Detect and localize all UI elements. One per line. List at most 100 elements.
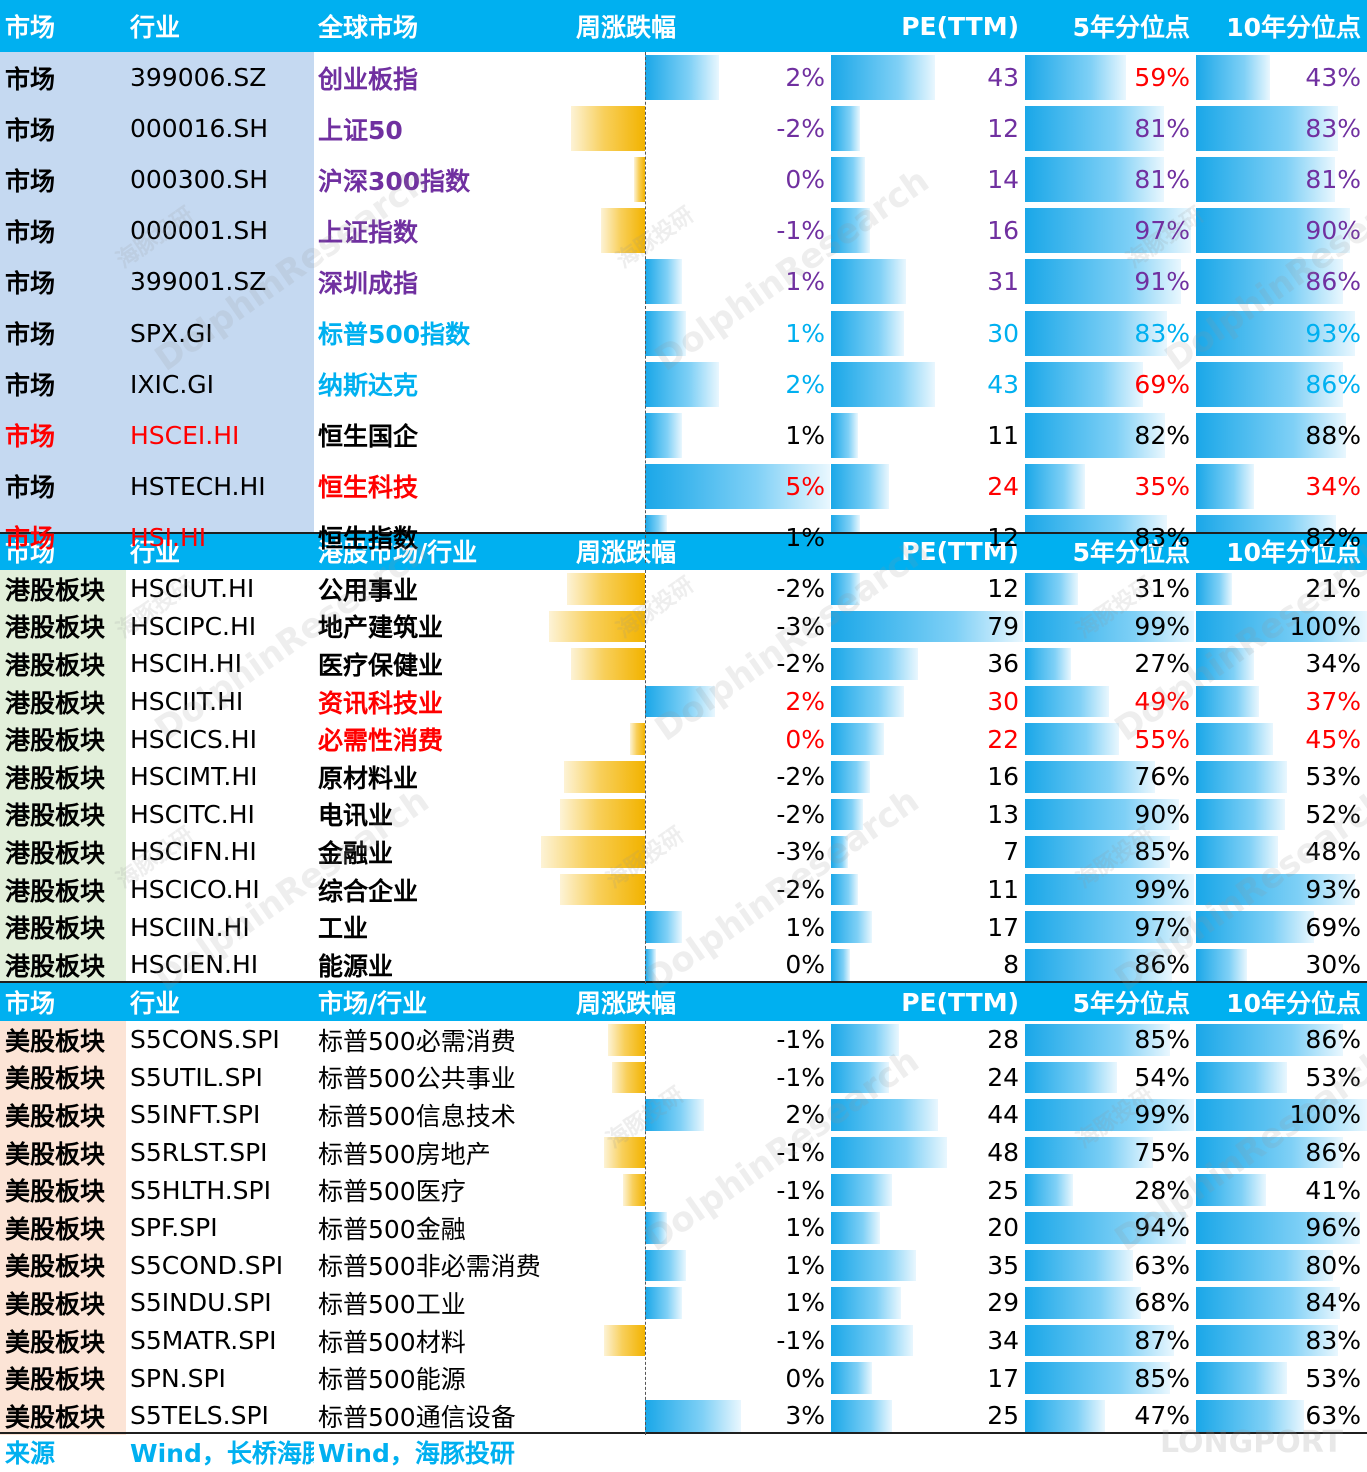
percentile-10y-text: 53% — [1305, 1363, 1361, 1393]
market-label-text: 市场 — [5, 473, 56, 503]
change-bar — [567, 573, 645, 605]
weekly-change-text: 1% — [785, 1250, 825, 1280]
percentile-5y-bar — [1025, 157, 1164, 203]
percentile-5y-text: 63% — [1134, 1250, 1190, 1280]
ticker-code-text: S5INDU.SPI — [130, 1288, 272, 1318]
pe-ttm: 22 — [831, 720, 1025, 758]
ticker-code-text: SPN.SPI — [130, 1363, 226, 1393]
index-name-text: 标普500非必需消费 — [318, 1252, 541, 1282]
percentile-10y-bar — [1196, 310, 1356, 356]
percentile-10y-bar — [1196, 836, 1279, 868]
percentile-10y: 100% — [1196, 1096, 1367, 1134]
ticker-code-text: S5INFT.SPI — [130, 1100, 261, 1130]
pe-ttm: 36 — [831, 645, 1025, 683]
ticker-code-text: HSCIH.HI — [130, 649, 242, 679]
market-label: 美股板块 — [0, 1322, 126, 1360]
index-name-text: 标普500材料 — [318, 1327, 466, 1357]
change-bar — [600, 208, 645, 254]
percentile-5y-text: 54% — [1134, 1062, 1190, 1092]
change-zero-axis — [645, 52, 646, 563]
percentile-10y-bar — [1196, 1174, 1267, 1206]
index-name: 能源业 — [314, 946, 572, 984]
percentile-10y-bar — [1196, 1400, 1304, 1432]
pe-ttm: 17 — [831, 908, 1025, 946]
percentile-5y: 87% — [1025, 1322, 1196, 1360]
market-label: 市场 — [0, 154, 126, 205]
weekly-change-text: 0% — [785, 165, 825, 195]
index-name-text: 标普500工业 — [318, 1289, 466, 1319]
pe-bar — [831, 259, 907, 305]
index-name: 必需性消费 — [314, 720, 572, 758]
ticker-code-text: HSCIIN.HI — [130, 912, 250, 942]
column-header: 10年分位点 — [1226, 13, 1361, 42]
weekly-change: -1% — [572, 205, 831, 256]
percentile-10y-text: 100% — [1289, 611, 1361, 641]
ticker-code-text: SPX.GI — [130, 318, 213, 348]
column-header: 5年分位点 — [1072, 13, 1190, 42]
percentile-10y-text: 80% — [1305, 1250, 1361, 1280]
section-divider — [0, 532, 1367, 534]
ticker-code-text: 399001.SZ — [130, 267, 267, 297]
percentile-5y-bar — [1025, 1249, 1133, 1282]
pe-bar — [831, 573, 861, 605]
percentile-5y-text: 76% — [1134, 762, 1190, 792]
percentile-5y-bar — [1025, 873, 1195, 906]
percentile-5y: 82% — [1025, 410, 1196, 461]
pe-ttm-text: 30 — [987, 318, 1019, 348]
index-name-text: 纳斯达克 — [318, 371, 419, 401]
column-header: 周涨跌幅 — [576, 13, 677, 42]
percentile-10y: 53% — [1196, 1059, 1367, 1097]
index-name-text: 标普500必需消费 — [318, 1026, 516, 1056]
percentile-10y-bar — [1196, 106, 1338, 152]
percentile-5y: 81% — [1025, 154, 1196, 205]
table-row: 美股板块 S5COND.SPI 标普500非必需消费 1% 35 63% 80% — [0, 1247, 1367, 1285]
percentile-5y: 99% — [1025, 608, 1196, 646]
weekly-change: 2% — [572, 1096, 831, 1134]
column-header: 5年分位点 — [1072, 538, 1190, 567]
index-name: 标普500信息技术 — [314, 1096, 572, 1134]
section-divider — [0, 1432, 1367, 1434]
change-bar — [571, 106, 645, 152]
ticker-code-text: S5MATR.SPI — [130, 1326, 277, 1356]
change-bar — [645, 412, 682, 458]
pe-ttm: 43 — [831, 52, 1025, 103]
percentile-10y: 86% — [1196, 256, 1367, 307]
percentile-10y-bar — [1196, 1136, 1344, 1169]
change-bar — [645, 911, 682, 943]
weekly-change: 3% — [572, 1397, 831, 1435]
percentile-5y-text: 81% — [1134, 114, 1190, 144]
percentile-5y: 63% — [1025, 1247, 1196, 1285]
table-row: 市场 HSCEI.HI 恒生国企 1% 11 82% 88% — [0, 410, 1367, 461]
source-label: 来源 — [5, 1439, 56, 1468]
market-label-text: 市场 — [5, 166, 56, 196]
pe-ttm: 44 — [831, 1096, 1025, 1134]
percentile-10y: 53% — [1196, 1359, 1367, 1397]
index-name-text: 医疗保健业 — [318, 650, 444, 680]
percentile-10y-text: 100% — [1289, 1100, 1361, 1130]
percentile-5y: 85% — [1025, 1021, 1196, 1059]
market-label: 市场 — [0, 103, 126, 154]
percentile-5y: 68% — [1025, 1284, 1196, 1322]
percentile-5y: 49% — [1025, 683, 1196, 721]
pe-ttm-text: 12 — [987, 522, 1019, 552]
percentile-10y: 93% — [1196, 871, 1367, 909]
index-name-text: 深圳成指 — [318, 268, 419, 298]
percentile-10y-text: 48% — [1305, 837, 1361, 867]
ticker-code: 000001.SH — [126, 205, 314, 256]
weekly-change-text: 1% — [785, 1288, 825, 1318]
weekly-change-text: 1% — [785, 420, 825, 450]
index-name: 纳斯达克 — [314, 359, 572, 410]
index-name: 电讯业 — [314, 796, 572, 834]
market-label-text: 美股板块 — [5, 1026, 106, 1056]
percentile-10y-text: 63% — [1305, 1401, 1361, 1431]
market-label-text: 美股板块 — [5, 1252, 106, 1282]
index-name-text: 综合企业 — [318, 876, 419, 906]
percentile-5y: 94% — [1025, 1209, 1196, 1247]
index-name: 原材料业 — [314, 758, 572, 796]
pe-ttm-text: 20 — [987, 1213, 1019, 1243]
change-bar — [645, 259, 682, 305]
percentile-10y: 69% — [1196, 908, 1367, 946]
market-label: 美股板块 — [0, 1021, 126, 1059]
weekly-change: -1% — [572, 1021, 831, 1059]
pe-ttm: 29 — [831, 1284, 1025, 1322]
